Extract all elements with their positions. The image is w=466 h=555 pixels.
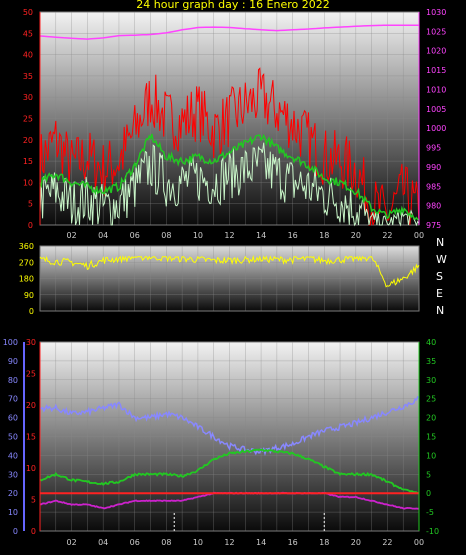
wind-xtick-label: 18 — [319, 231, 329, 240]
wind-ytick-label: 990 — [426, 163, 441, 172]
temperature-ytick-label: -5 — [426, 508, 434, 517]
wind-ytick-label: 0 — [28, 221, 33, 230]
direction-ytick-label: 90 — [24, 291, 34, 300]
temperature-ytick-label: 40 — [426, 338, 436, 347]
compass-e: E — [436, 287, 443, 300]
temperature-xtick-label: 10 — [193, 538, 203, 547]
wind-ytick-label: 5 — [28, 200, 33, 209]
wind-ytick-label: 975 — [426, 221, 441, 230]
temperature-left-tick-label: 15 — [26, 433, 36, 442]
temperature-left-tick-label: 0 — [31, 527, 36, 536]
temperature-ytick-label: 90 — [8, 357, 18, 366]
wind-direction-series — [39, 254, 420, 288]
wind-ytick-label: 1010 — [426, 85, 446, 94]
wind-xtick-label: 20 — [351, 231, 361, 240]
pressure-series — [39, 24, 419, 40]
wind-ytick-label: 10 — [23, 178, 33, 187]
temperature-ytick-label: 30 — [426, 376, 436, 385]
temperature-left-tick-label: 20 — [26, 401, 36, 410]
temperature-xtick-label: 20 — [351, 538, 361, 547]
chart-title: 24 hour graph day : 16 Enero 2022 — [136, 0, 330, 11]
temperature-ytick-label: 80 — [8, 376, 18, 385]
wind-ytick-label: 45 — [23, 29, 33, 38]
wind-ytick-label: 15 — [23, 157, 33, 166]
wind-xtick-label: 16 — [288, 231, 298, 240]
temperature-xtick-label: 14 — [256, 538, 266, 547]
wind-xtick-label: 14 — [256, 231, 266, 240]
temperature-ytick-label: -10 — [426, 527, 439, 536]
wind-xtick-label: 04 — [98, 231, 108, 240]
temperature-left-tick-label: 30 — [26, 338, 36, 347]
wind-ytick-label: 30 — [23, 93, 33, 102]
temperature-left-tick-label: 10 — [26, 464, 36, 473]
temperature-ytick-label: 25 — [426, 395, 436, 404]
temperature-xtick-label: 04 — [98, 538, 108, 547]
wind-gust-series — [39, 67, 420, 226]
temperature-ytick-label: 50 — [8, 433, 18, 442]
wind-xtick-label: 08 — [161, 231, 171, 240]
temperature-xtick-label: 08 — [161, 538, 171, 547]
wind-xtick-label: 06 — [130, 231, 140, 240]
temperature-ytick-label: 20 — [426, 414, 436, 423]
compass-w: W — [436, 253, 447, 266]
temperature-series — [39, 448, 420, 495]
temperature-ytick-label: 70 — [8, 395, 18, 404]
wind-ytick-label: 995 — [426, 144, 441, 153]
temperature-ytick-label: 20 — [8, 489, 18, 498]
temperature-xtick-label: 02 — [66, 538, 76, 547]
compass-s: S — [436, 270, 443, 283]
temperature-ytick-label: 100 — [3, 338, 18, 347]
wind-ytick-label: 50 — [23, 8, 33, 17]
wind-ytick-label: 25 — [23, 115, 33, 124]
temperature-left-tick-label: 5 — [31, 496, 36, 505]
wind-ytick-label: 980 — [426, 202, 441, 211]
temperature-ytick-label: 15 — [426, 433, 436, 442]
temperature-xtick-label: 18 — [319, 538, 329, 547]
temperature-ytick-label: 5 — [426, 470, 431, 479]
temperature-ytick-label: 10 — [426, 451, 436, 460]
wind-ytick-label: 1000 — [426, 124, 446, 133]
wind-xtick-label: 02 — [66, 231, 76, 240]
temperature-xtick-label: 22 — [382, 538, 392, 547]
direction-ytick-label: 270 — [19, 258, 34, 267]
wind-xtick-label: 00 — [414, 231, 424, 240]
compass-n-bottom: N — [436, 304, 445, 317]
wind-ytick-label: 40 — [23, 51, 33, 60]
temperature-xtick-label: 12 — [224, 538, 234, 547]
wind-ytick-label: 20 — [23, 136, 33, 145]
wind-ytick-label: 1015 — [426, 66, 446, 75]
compass-n-top: N — [436, 236, 445, 249]
direction-ytick-label: 360 — [19, 242, 34, 251]
wind-ytick-label: 985 — [426, 182, 441, 191]
wind-ytick-label: 1020 — [426, 47, 446, 56]
temperature-xtick-label: 16 — [288, 538, 298, 547]
temperature-ytick-label: 30 — [8, 470, 18, 479]
humidity-series — [39, 395, 420, 457]
temperature-ytick-label: 0 — [426, 489, 431, 498]
wind-avg-series — [39, 133, 420, 221]
temperature-xtick-label: 06 — [130, 538, 140, 547]
wind-xtick-label: 12 — [224, 231, 234, 240]
wind-xtick-label: 10 — [193, 231, 203, 240]
direction-ytick-label: 0 — [29, 307, 34, 316]
wind-xtick-label: 22 — [382, 231, 392, 240]
temperature-ytick-label: 10 — [8, 508, 18, 517]
temperature-xtick-label: 00 — [414, 538, 424, 547]
temperature-ytick-label: 35 — [426, 357, 436, 366]
temperature-ytick-label: 0 — [13, 527, 18, 536]
wind-ytick-label: 1030 — [426, 8, 446, 17]
temperature-ytick-label: 60 — [8, 414, 18, 423]
temperature-left-tick-label: 25 — [26, 370, 36, 379]
wind-ytick-label: 35 — [23, 72, 33, 81]
direction-ytick-label: 180 — [19, 275, 34, 284]
wind-ytick-label: 1005 — [426, 105, 446, 114]
temperature-ytick-label: 40 — [8, 451, 18, 460]
wind-ytick-label: 1025 — [426, 27, 446, 36]
